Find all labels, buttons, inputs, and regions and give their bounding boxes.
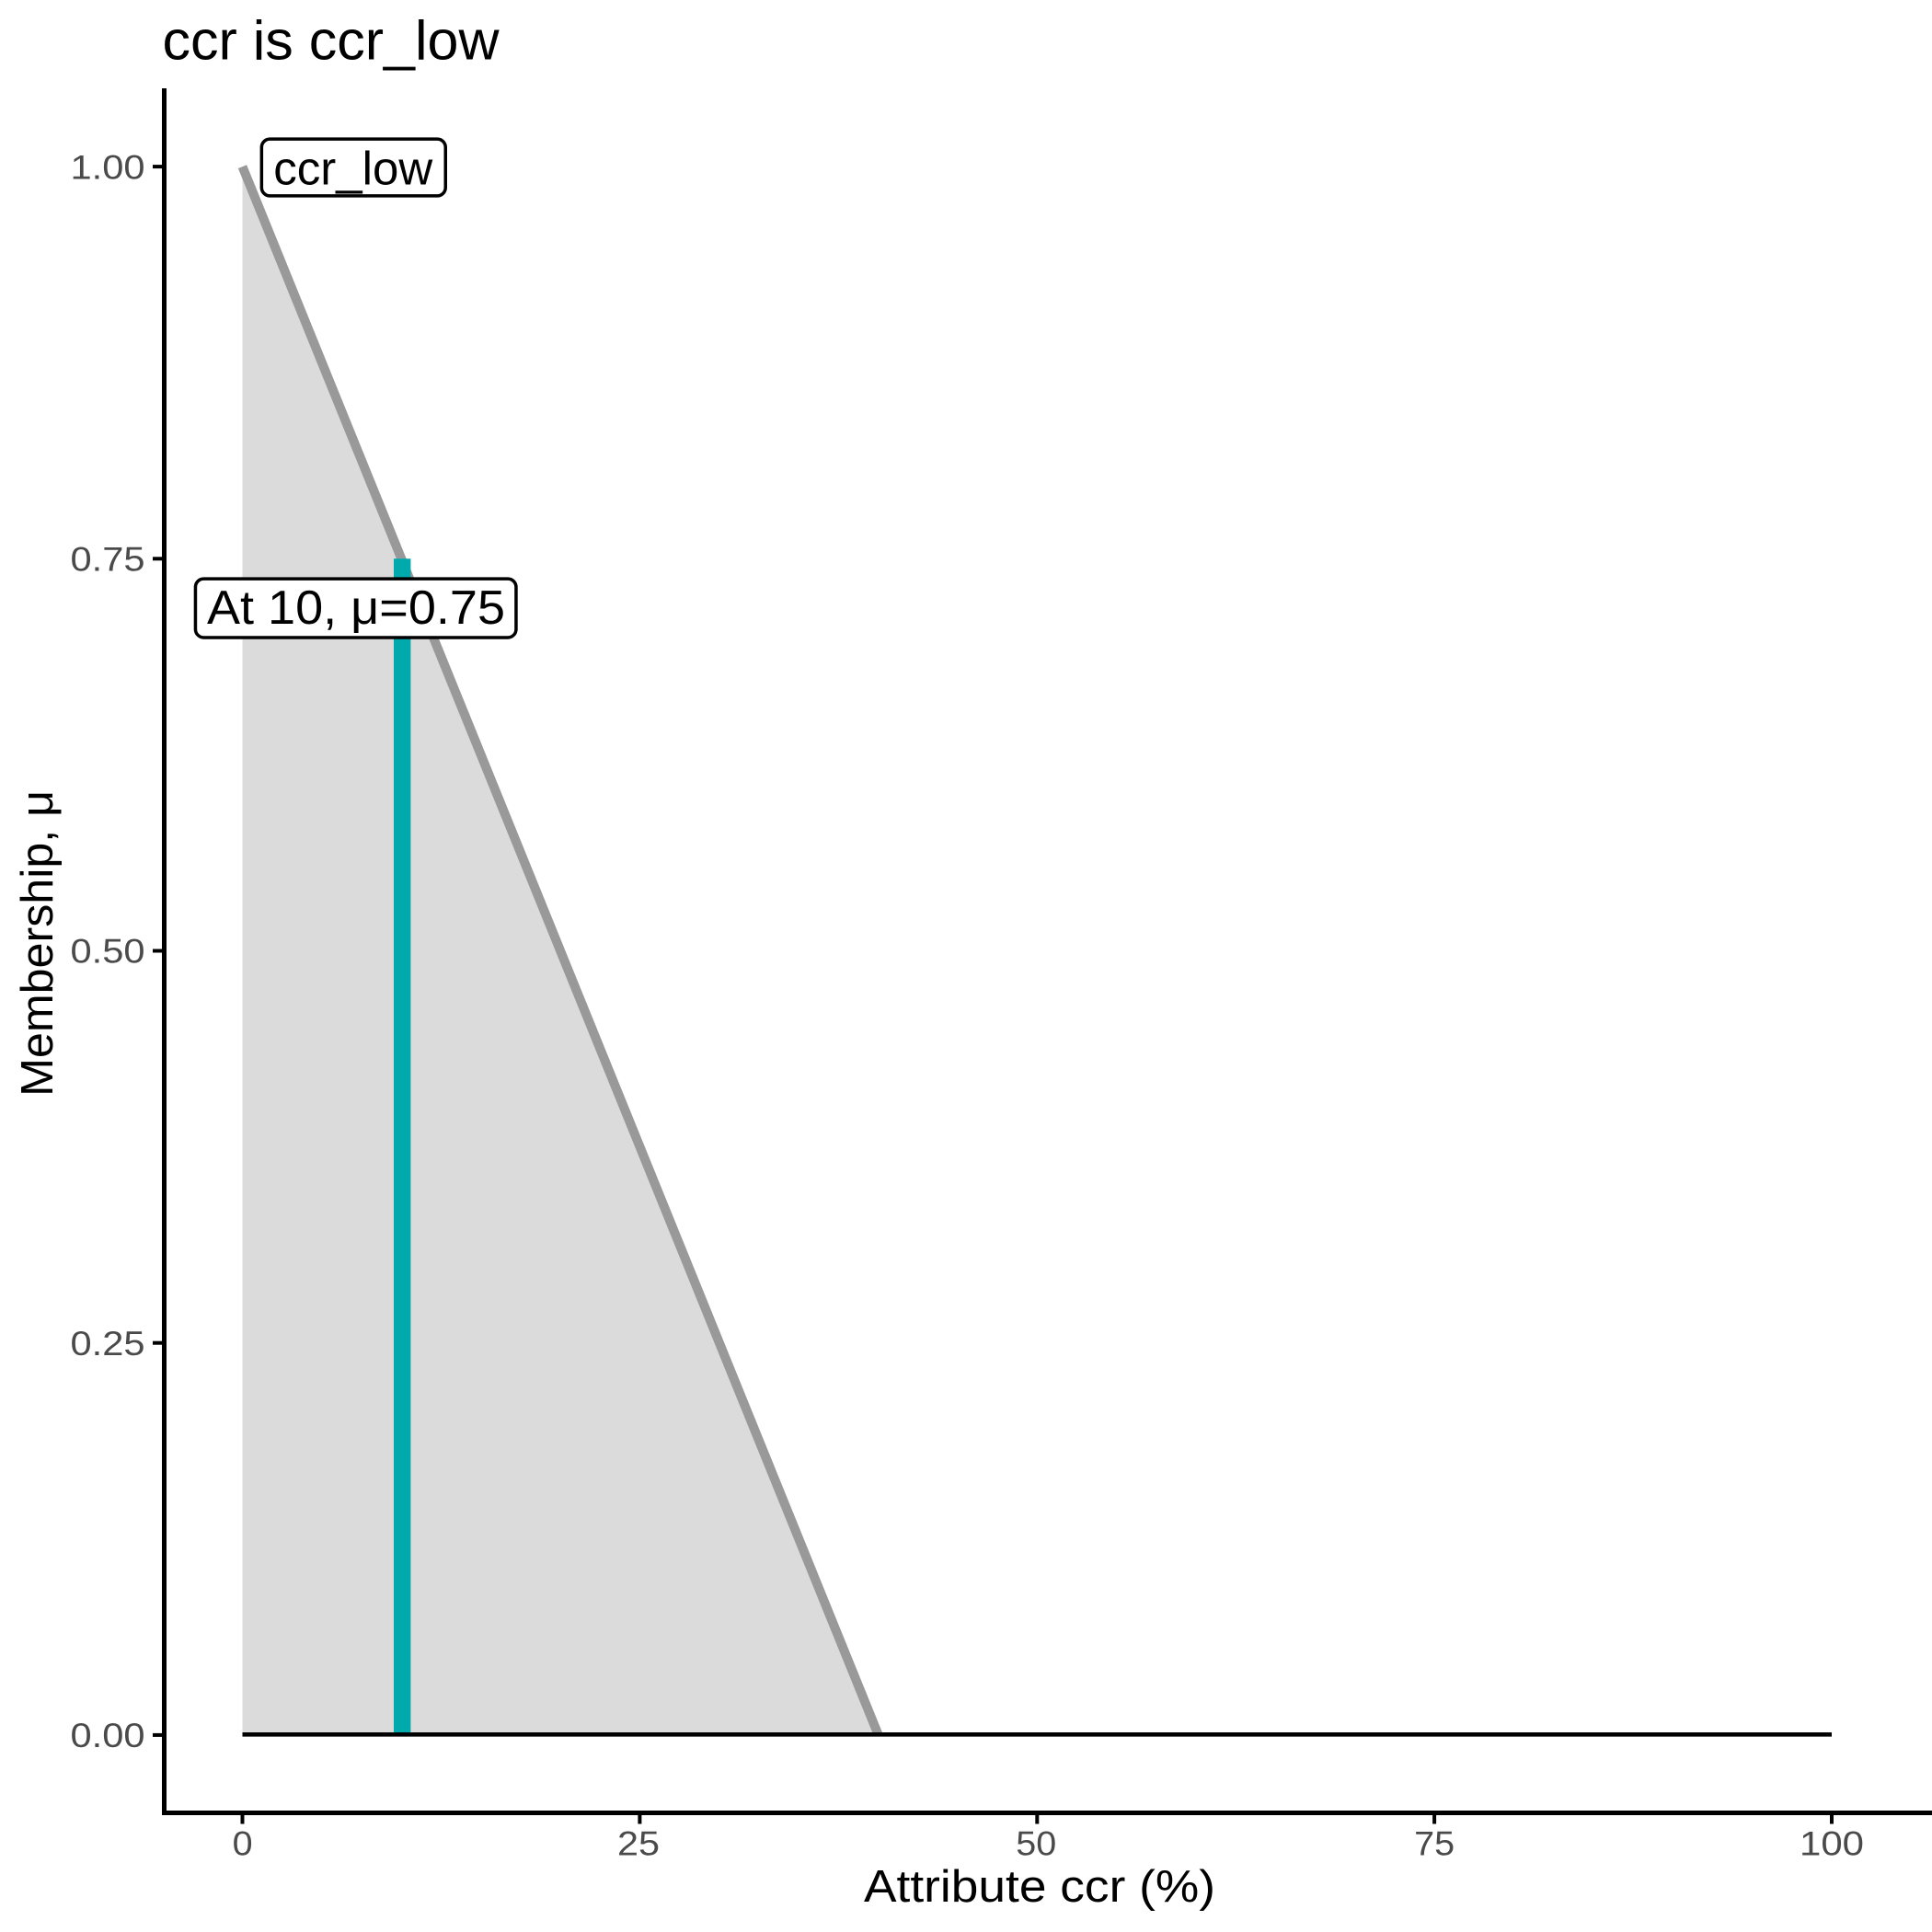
svg-text:75: 75: [1414, 1825, 1455, 1863]
svg-text:1.00: 1.00: [71, 148, 145, 186]
svg-text:Attribute ccr (%): Attribute ccr (%): [864, 1862, 1215, 1912]
svg-text:0.50: 0.50: [71, 933, 145, 971]
svg-text:0.25: 0.25: [71, 1325, 145, 1363]
svg-text:0.00: 0.00: [71, 1717, 145, 1754]
svg-text:50: 50: [1016, 1825, 1056, 1863]
svg-text:At 10, μ=0.75: At 10, μ=0.75: [207, 581, 505, 635]
svg-text:100: 100: [1800, 1825, 1864, 1863]
svg-text:ccr_low: ccr_low: [273, 143, 432, 195]
svg-text:0: 0: [233, 1825, 253, 1863]
svg-text:Membership, μ: Membership, μ: [13, 790, 63, 1097]
svg-text:25: 25: [617, 1825, 660, 1863]
svg-text:ccr is ccr_low: ccr is ccr_low: [163, 10, 500, 72]
svg-text:0.75: 0.75: [71, 541, 145, 579]
